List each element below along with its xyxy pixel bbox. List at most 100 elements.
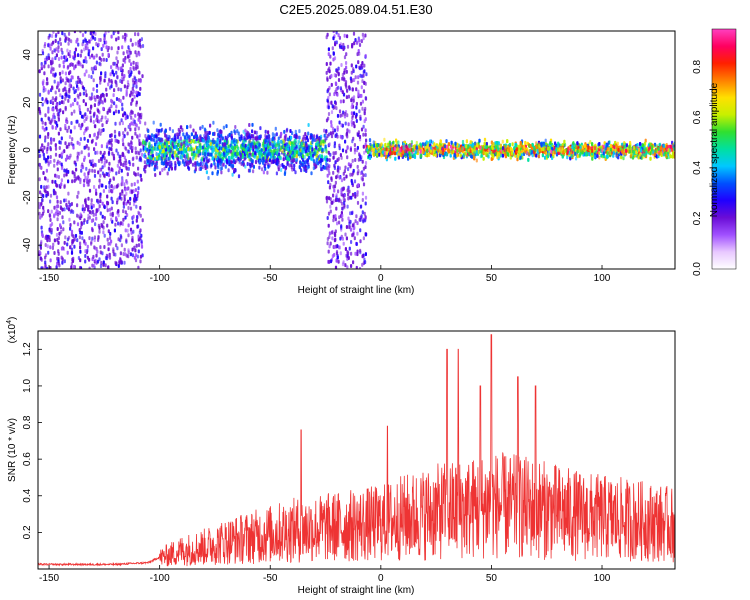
spectrogram-cell [73,220,76,225]
spectrogram-cell [38,109,41,114]
spectrogram-cell [137,78,140,83]
spectrogram-cell [90,240,93,245]
spectrogram-cell [199,138,202,143]
spectrogram-cell [296,135,299,140]
spectrogram-cell [91,236,94,241]
spectrogram-cell [362,236,365,241]
spectrogram-cell [102,57,105,62]
spectrogram-cell [79,111,82,115]
spectrogram-cell [137,186,140,191]
spectrogram-cell [141,74,144,79]
spectrogram-cell [239,151,242,156]
spectrogram-cell [63,168,66,173]
spectrogram-cell [129,206,133,211]
spectrogram-cell [55,204,58,209]
spectrogram-cell [117,46,120,51]
spectrogram-cell [117,264,120,268]
spectrogram-cell [135,84,138,89]
spectrogram-cell [140,239,143,244]
spectrogram-cell [319,164,322,169]
spectrogram-cell [304,132,307,136]
spectrogram-cell [46,77,49,82]
spectrogram-cell [361,191,364,196]
spectrogram-cell [112,176,115,181]
spectrogram-cell [122,252,125,256]
spectrogram-cell [108,236,112,240]
spectrogram-cell [132,162,135,167]
spectrogram-cell [342,47,345,51]
spectrogram-cell [76,157,79,162]
spectrogram-cell [329,131,332,136]
spectrogram-cell [157,156,160,161]
spectrogram-cell [167,161,170,166]
spectrogram-cell [244,128,247,133]
spectrogram-cell [351,139,354,144]
spectrogram-cell [364,128,367,133]
spectrogram-cell [213,162,216,167]
spectrogram-cell [102,93,105,98]
spectrogram-cell [63,87,66,92]
spectrogram-cell [244,137,247,142]
spectrogram-cell [99,194,102,199]
spectrogram-cell [141,218,144,223]
spectrogram-cell [291,167,294,172]
spectrogram-cell [155,152,158,156]
spectrogram-cell [311,140,314,144]
spectrogram-cell [77,60,80,65]
spectrogram-cell [136,214,139,219]
spectrogram-cell [344,247,347,251]
spectrogram-cell [99,167,102,172]
spectrogram-cell [64,198,68,203]
spectrogram-cell [326,134,329,138]
spectrogram-cell [79,62,82,67]
spectrogram-cell [75,167,78,172]
spectrogram-cell [96,94,99,99]
spectrogram-cell [326,76,329,81]
spectrogram-cell [290,135,293,140]
spectrogram-cell [76,203,79,208]
spectrogram-cell [109,72,112,77]
spectrogram-cell [207,152,210,157]
spectrogram-cell [56,227,59,231]
spectrogram-cell [185,131,188,136]
spectrogram-cell [76,238,79,243]
spectrogram-cell [268,158,271,163]
spectrogram-cell [136,194,139,198]
spectrogram-cell [321,148,324,153]
spectrogram-cell [273,140,276,145]
spectrogram-cell [119,238,122,243]
spectrogram-cell [71,179,74,184]
spectrogram-cell [107,241,110,246]
spectrogram-cell [100,57,103,62]
spectrogram-cell [55,232,59,237]
spectrogram-cell [121,107,124,112]
spectrogram-cell [143,165,146,170]
spectrogram-cell [73,237,76,242]
spectrogram-cell [192,147,195,152]
spectrogram-cell [47,109,50,114]
spectrogram-cell [337,66,340,71]
spectrogram-cell [40,117,43,122]
spectrogram-cell [47,53,50,58]
spectrogram-cell [97,238,100,242]
spectrogram-cell [75,176,78,181]
spectrogram-cell [111,69,114,74]
spectrogram-cell [135,204,138,209]
spectrogram-cell [70,141,73,146]
spectrogram-cell [383,137,386,142]
spectrogram-cell [118,195,121,200]
spectrogram-cell [307,123,310,127]
spectrogram-cell [363,80,366,85]
spectrogram-cell [52,31,55,34]
spectrogram-cell [129,112,132,117]
spectrogram-cell [137,172,140,177]
spectrogram-cell [359,239,362,244]
spectrogram-cell [299,160,302,165]
spectrogram-cell [357,75,360,80]
spectrogram-cell [104,74,107,79]
spectrogram-cell [69,153,72,158]
spectrogram-cell [135,243,138,248]
spectrogram-cell [139,259,142,264]
spectrogram-cell [78,141,81,146]
spectrogram-cell [83,136,86,141]
